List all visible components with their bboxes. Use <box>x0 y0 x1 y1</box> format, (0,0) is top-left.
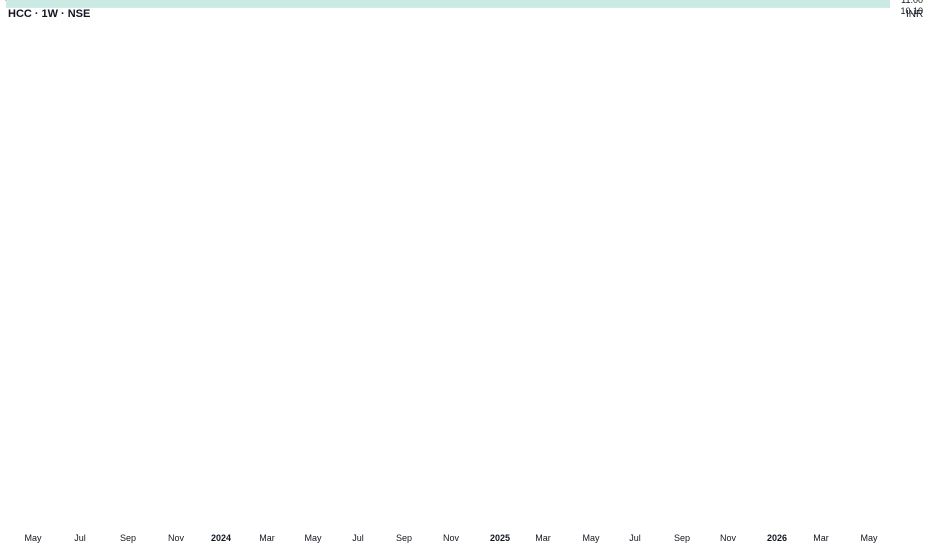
time-tick-label: 2024 <box>211 533 231 543</box>
price-tick-label: 11.00 <box>901 0 923 5</box>
separator-dot: · <box>61 8 65 20</box>
price-tick-label: 10.10 <box>900 6 923 16</box>
time-tick-label: Mar <box>813 533 829 543</box>
separator-dot: · <box>34 8 39 20</box>
time-tick-label: Jul <box>352 533 364 543</box>
time-tick-label: Sep <box>396 533 412 543</box>
symbol-label: HCC <box>8 8 32 20</box>
zone-demand-5[interactable] <box>6 0 890 8</box>
time-tick-label: Mar <box>259 533 275 543</box>
zones-layer: MONTHLY SUPPLYWEEKLY SUPPLYWEEKLY SUPPLY… <box>6 0 890 8</box>
time-axis: May Jul Sep Nov 2024 Mar May Jul Sep Nov 2025 Mar Ma… <box>0 522 895 550</box>
time-tick-label: Sep <box>120 533 136 543</box>
currency-label[interactable]: INR <box>906 9 924 20</box>
time-tick-label: May <box>582 533 600 543</box>
price-axis-bg[interactable] <box>895 0 932 550</box>
time-tick-label: Jul <box>74 533 86 543</box>
time-tick-label: Mar <box>535 533 551 543</box>
time-axis-bg[interactable] <box>0 522 895 550</box>
time-tick-label: Nov <box>720 533 737 543</box>
time-tick-label: Sep <box>674 533 690 543</box>
time-tick-label: May <box>860 533 878 543</box>
price-axis: 44.0040.0036.0032.0028.0025.0023.0021.00… <box>895 0 932 550</box>
interval-label[interactable]: 1W <box>41 8 59 20</box>
time-tick-label: Nov <box>443 533 460 543</box>
time-tick-label: May <box>24 533 42 543</box>
time-tick-label: 2025 <box>490 533 510 543</box>
exchange-label: NSE <box>67 8 91 20</box>
time-tick-label: 2026 <box>767 533 787 543</box>
time-tick-label: Nov <box>168 533 185 543</box>
time-tick-label: Jul <box>629 533 641 543</box>
chart-title: HCC · 1W · NSE <box>8 8 90 20</box>
time-tick-label: May <box>304 533 322 543</box>
